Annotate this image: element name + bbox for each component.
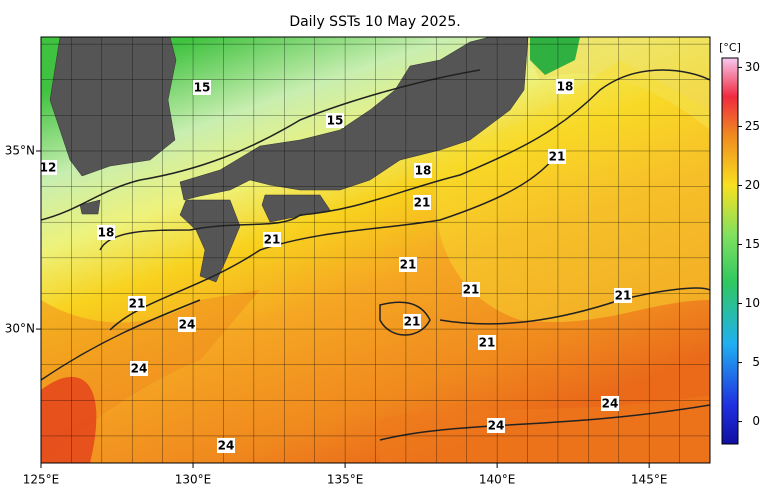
contour-label-box — [128, 296, 146, 311]
lon-label: 125°E — [23, 473, 60, 487]
cold-region — [530, 37, 580, 75]
contour-label-box — [263, 232, 281, 247]
contour-label-box — [413, 195, 431, 210]
lon-label: 145°E — [631, 473, 668, 487]
contour-label-box — [614, 288, 632, 303]
colorbar-tick-label: 25 — [745, 119, 760, 133]
contour-labels: 15 15 12 18 21 18 21 21 18 21 21 21 21 24 21 21 24 24 24 24 — [40, 79, 632, 453]
contour-label-box — [97, 225, 115, 240]
contour-label: 21 — [615, 289, 632, 303]
contour-label: 24 — [488, 419, 505, 433]
lon-label: 130°E — [175, 473, 212, 487]
colorbar — [721, 57, 739, 445]
contour-label: 21 — [404, 315, 421, 329]
contour-label-box — [326, 113, 344, 128]
contour-label-box — [399, 257, 417, 272]
lon-label: 135°E — [327, 473, 364, 487]
contour-label: 21 — [129, 297, 146, 311]
lat-label: 30°N — [5, 322, 35, 336]
contour-label-box — [556, 79, 574, 94]
contour-label-box — [487, 418, 505, 433]
contour-label: 21 — [264, 233, 281, 247]
contour-label: 15 — [327, 114, 344, 128]
contour-label: 24 — [131, 362, 148, 376]
contour-label: 21 — [463, 283, 480, 297]
contour-label-box — [403, 314, 421, 329]
colorbar-tick-label: 30 — [745, 60, 760, 74]
warm-region — [41, 376, 97, 463]
colorbar-tick-label: 20 — [745, 178, 760, 192]
warm-current — [41, 290, 260, 463]
lon-label: 140°E — [479, 473, 516, 487]
warm-region — [380, 395, 710, 463]
contour-label-box — [217, 438, 235, 453]
contour-label: 24 — [179, 318, 196, 332]
contour-label: 12 — [40, 161, 57, 175]
contour-label: 18 — [98, 226, 115, 240]
sea-band — [435, 60, 710, 323]
colorbar-tick-label: 15 — [745, 237, 760, 251]
contour-label: 21 — [479, 336, 496, 350]
contour-label: 24 — [218, 439, 235, 453]
contour-label: 18 — [557, 80, 574, 94]
colorbar-tick-label: 0 — [752, 414, 760, 428]
graticule — [41, 37, 710, 463]
colorbar-unit: [°C] — [719, 41, 741, 54]
lat-label: 35°N — [5, 143, 35, 157]
contour-label-box — [601, 396, 619, 411]
contour-label-box — [414, 163, 432, 178]
contour-label-box — [178, 317, 196, 332]
contour-label: 18 — [415, 164, 432, 178]
colorbar-tick-label: 10 — [745, 296, 760, 310]
axes: 125°E 130°E 135°E 140°E 145°E 35°N 30°N 0 5 10 15 2… — [5, 60, 760, 487]
map-title: Daily SSTs 10 May 2025. — [289, 14, 460, 30]
map-frame — [40, 36, 711, 464]
map-area: 15 15 12 18 21 18 21 21 18 21 21 21 21 24 21 21 24 24 24 24 — [40, 37, 710, 463]
contour-label-box — [548, 149, 566, 164]
contour-label-box — [41, 160, 57, 175]
contour-label-box — [130, 361, 148, 376]
contour-label: 15 — [194, 81, 211, 95]
contour-label: 21 — [549, 150, 566, 164]
contour-label-box — [193, 80, 211, 95]
contour-label: 21 — [400, 258, 417, 272]
contour-label: 21 — [414, 196, 431, 210]
contour-label-box — [462, 282, 480, 297]
colorbar-tick-label: 5 — [752, 355, 760, 369]
contour-label: 24 — [602, 397, 619, 411]
contour-label-box — [478, 335, 496, 350]
